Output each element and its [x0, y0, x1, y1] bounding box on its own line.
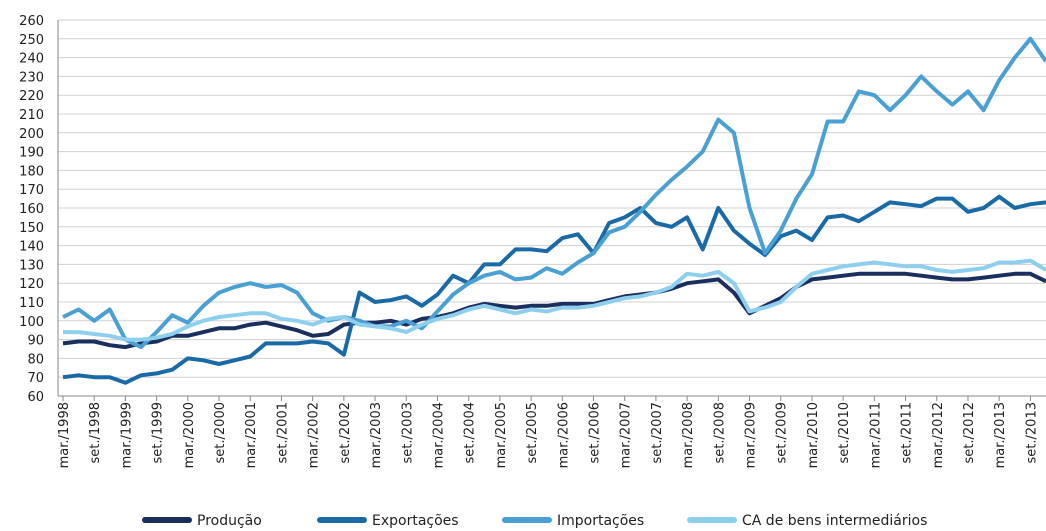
y-tick-label: 110: [19, 296, 44, 311]
y-tick-label: 200: [19, 127, 44, 142]
y-tick-label: 170: [19, 183, 44, 198]
y-tick-label: 160: [19, 202, 44, 217]
y-tick-label: 130: [19, 258, 44, 273]
y-tick-label: 220: [19, 89, 44, 104]
x-tick-label: set./2012: [962, 402, 977, 463]
x-tick-label: mar./2011: [868, 402, 883, 468]
y-tick-label: 260: [19, 14, 44, 29]
x-tick-label: set./1999: [151, 402, 166, 463]
x-tick-label: set./2007: [650, 402, 665, 463]
y-tick-label: 90: [27, 334, 44, 349]
y-tick-label: 100: [19, 315, 44, 330]
x-tick-label: set./2010: [837, 402, 852, 463]
series-line: [62, 36, 1046, 350]
x-tick-label: mar./2005: [494, 402, 509, 468]
x-tick-label: set./2002: [338, 402, 353, 463]
legend-label: Importações: [557, 513, 644, 529]
x-tick-label: set./2011: [900, 402, 915, 463]
x-tick-label: mar./2000: [182, 402, 197, 468]
legend-label: CA de bens intermediários: [742, 513, 927, 529]
legend-label: Produção: [197, 513, 262, 529]
y-tick-label: 210: [19, 108, 44, 123]
x-tick-label: set./2013: [1024, 402, 1039, 463]
y-tick-label: 140: [19, 240, 44, 255]
x-tick-label: mar./2009: [744, 402, 759, 468]
x-tick-label: mar./2001: [244, 402, 259, 468]
x-tick-label: mar./2010: [806, 402, 821, 468]
x-tick-label: set./2004: [463, 402, 478, 463]
y-tick-label: 240: [19, 52, 44, 67]
x-tick-label: set./2006: [588, 402, 603, 463]
x-tick-label: set./2001: [275, 402, 290, 463]
y-tick-label: 60: [27, 390, 44, 405]
x-tick-label: mar./1999: [119, 402, 134, 468]
y-tick-label: 80: [27, 352, 44, 367]
series-line: [62, 194, 1046, 385]
x-tick-label: set./2008: [712, 402, 727, 463]
y-tick-label: 180: [19, 164, 44, 179]
series-line: [62, 271, 1046, 350]
series-line: [63, 258, 1046, 342]
x-tick-label: mar./2004: [431, 402, 446, 468]
x-tick-label: mar./2013: [993, 402, 1008, 468]
y-tick-label: 70: [27, 371, 44, 386]
x-tick-label: set./2003: [400, 402, 415, 463]
x-tick-label: set./2009: [775, 402, 790, 463]
x-tick-label: mar./2002: [307, 402, 322, 468]
x-tick-label: mar./2012: [931, 402, 946, 468]
x-tick-label: set./2005: [525, 402, 540, 463]
y-tick-label: 120: [19, 277, 44, 292]
legend-label: Exportações: [372, 513, 459, 529]
x-tick-label: mar./2003: [369, 402, 384, 468]
y-tick-label: 230: [19, 70, 44, 85]
x-tick-label: mar./1998: [57, 402, 72, 468]
y-tick-label: 150: [19, 221, 44, 236]
x-tick-label: mar./2006: [556, 402, 571, 468]
y-tick-label: 190: [19, 146, 44, 161]
x-tick-label: mar./2008: [681, 402, 696, 468]
x-tick-label: set./1998: [88, 402, 103, 463]
y-tick-label: 250: [19, 33, 44, 48]
x-tick-label: mar./2007: [619, 402, 634, 468]
x-tick-label: set./2000: [213, 402, 228, 463]
